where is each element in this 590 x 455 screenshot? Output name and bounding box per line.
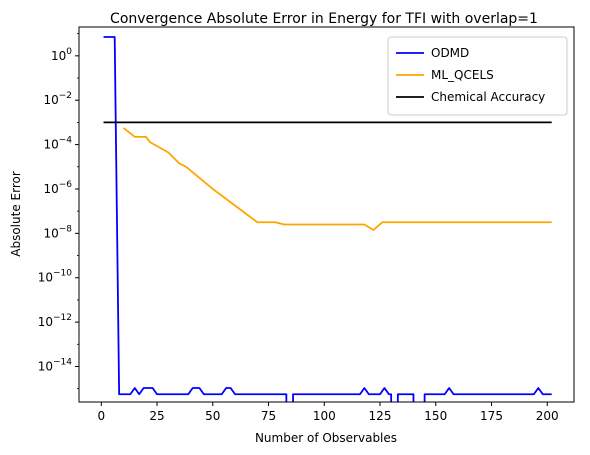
x-tick-label: 50 <box>205 409 220 423</box>
y-tick-label: 10−8 <box>43 224 72 240</box>
x-tick-label: 150 <box>424 409 447 423</box>
legend-label: ML_QCELS <box>431 68 494 82</box>
series-line-0 <box>103 36 552 402</box>
x-tick-label: 0 <box>97 409 105 423</box>
x-tick-label: 25 <box>149 409 164 423</box>
axes-frame <box>78 26 575 403</box>
x-tick-label: 200 <box>536 409 559 423</box>
x-tick-label: 175 <box>480 409 503 423</box>
chart-title: Convergence Absolute Error in Energy for… <box>110 11 538 27</box>
y-axis: 100 10−2 10−4 10−6 10−8 10−10 10−12 10−14 <box>38 33 79 390</box>
x-tick-label: 75 <box>261 409 276 423</box>
legend-box <box>387 36 568 116</box>
y-tick-label: 10−4 <box>43 136 72 152</box>
y-axis-label: Absolute Error <box>9 171 23 257</box>
legend-label: Chemical Accuracy <box>431 90 545 104</box>
y-tick-label: 10−2 <box>43 91 72 107</box>
x-axis-label: Number of Observables <box>255 431 397 445</box>
y-tick-label: 100 <box>51 47 72 63</box>
x-tick-label: 125 <box>369 409 392 423</box>
plot-area <box>103 36 552 402</box>
legend-label: ODMD <box>431 46 469 60</box>
series-line-1 <box>123 127 552 231</box>
y-tick-label: 10−12 <box>38 313 72 329</box>
y-tick-label: 10−6 <box>43 180 72 196</box>
y-tick-label: 10−14 <box>38 357 73 373</box>
x-tick-label: 100 <box>313 409 336 423</box>
x-axis: 0 25 50 75 100 125 150 175 200 <box>97 402 559 423</box>
legend: ODMD ML_QCELS Chemical Accuracy <box>387 36 568 116</box>
y-tick-label: 10−10 <box>38 269 73 285</box>
